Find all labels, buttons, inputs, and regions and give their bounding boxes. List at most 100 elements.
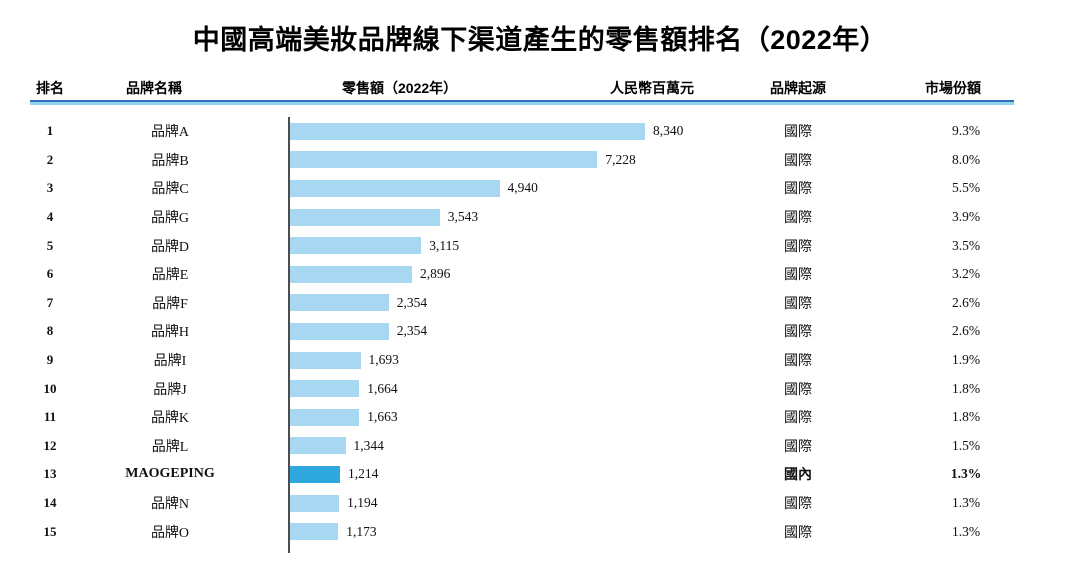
market-share-value: 8.0% [951, 151, 981, 167]
market-share-value: 1.3% [951, 495, 981, 511]
brand-name: 品牌B [151, 153, 189, 169]
retail-bar [288, 151, 598, 169]
retail-bar [288, 208, 440, 226]
brand-name: 品牌I [153, 354, 187, 370]
header-divider-light-line [30, 102, 1014, 105]
brand-name: MAOGEPING [125, 466, 215, 482]
brand-origin-value: 國際 [784, 153, 812, 169]
rank-value: 11 [43, 409, 57, 425]
retail-bar [288, 523, 339, 541]
bar-value-label: 1,344 [353, 437, 384, 453]
market-share-value: 1.8% [951, 409, 981, 425]
market-share-value: 1.5% [951, 437, 981, 453]
bar-cell: 2,354 [288, 317, 748, 346]
table-row: 2 品牌B 7,228 國際 8.0% [0, 146, 1016, 175]
market-share-value: 2.6% [951, 323, 981, 339]
brand-name: 品牌A [150, 125, 190, 141]
bar-cell: 1,693 [288, 346, 748, 375]
brand-origin-value: 國內 [784, 468, 812, 484]
brand-origin-value: 國際 [784, 211, 812, 227]
header-divider-dark-line [30, 100, 1014, 102]
bar-cell: 3,115 [288, 231, 748, 260]
market-share-value: 5.5% [951, 180, 981, 196]
bar-value-label: 7,228 [605, 151, 636, 167]
table-row: 14 品牌N 1,194 國際 1.3% [0, 489, 1016, 518]
brand-name: 品牌O [150, 525, 190, 541]
brand-name: 品牌E [151, 268, 189, 284]
rank-value: 10 [43, 380, 57, 396]
market-share-value: 3.5% [951, 237, 981, 253]
retail-bar [288, 494, 340, 512]
rank-value: 12 [43, 437, 57, 453]
bar-value-label: 1,663 [367, 409, 398, 425]
table-row: 8 品牌H 2,354 國際 2.6% [0, 317, 1016, 346]
bar-value-label: 1,194 [347, 495, 378, 511]
bar-cell: 1,214 [288, 460, 748, 489]
rank-value: 7 [46, 294, 54, 310]
bar-cell: 1,664 [288, 374, 748, 403]
page-title: 中國高端美妝品牌線下渠道產生的零售額排名（2022年） [192, 25, 888, 55]
rank-value: 1 [46, 123, 54, 139]
bar-cell: 7,228 [288, 146, 748, 175]
brand-origin-value: 國際 [784, 125, 812, 141]
bar-value-label: 2,354 [396, 323, 428, 339]
table-body: 1 品牌A 8,340 國際 9.3% 2 品牌B 7,228 國際 8.0% … [0, 117, 1016, 546]
bar-cell: 8,340 [288, 117, 748, 146]
table-row: 12 品牌L 1,344 國際 1.5% [0, 432, 1016, 461]
rank-value: 8 [46, 323, 54, 339]
header-chart-area: 零售額（2022年） 人民幣百萬元 [288, 76, 748, 100]
brand-origin-value: 國際 [784, 354, 812, 370]
header-retail-amount: 零售額（2022年） [342, 80, 458, 96]
table-row: 11 品牌K 1,663 國際 1.8% [0, 403, 1016, 432]
bar-cell: 1,344 [288, 432, 748, 461]
bar-value-label: 3,115 [429, 237, 460, 253]
header-currency-unit: 人民幣百萬元 [610, 80, 694, 96]
brand-name: 品牌D [150, 239, 190, 255]
brand-name: 品牌C [151, 182, 189, 198]
rank-value: 3 [46, 180, 54, 196]
table-row: 13 MAOGEPING 1,214 國內 1.3% [0, 460, 1016, 489]
retail-bar [288, 351, 361, 369]
brand-origin-value: 國際 [784, 382, 812, 398]
rank-value: 5 [46, 237, 54, 253]
brand-origin-value: 國際 [784, 182, 812, 198]
retail-bar [288, 265, 412, 283]
table-row: 9 品牌I 1,693 國際 1.9% [0, 346, 1016, 375]
table-row: 15 品牌O 1,173 國際 1.3% [0, 517, 1016, 546]
rank-value: 2 [46, 151, 54, 167]
bar-value-label: 1,664 [367, 380, 398, 396]
bar-cell: 2,354 [288, 289, 748, 318]
brand-name: 品牌G [150, 211, 190, 227]
brand-origin-value: 國際 [784, 497, 812, 513]
brand-origin-value: 國際 [784, 268, 812, 284]
bar-value-label: 1,173 [346, 523, 377, 539]
bar-cell: 1,663 [288, 403, 748, 432]
table-row: 4 品牌G 3,543 國際 3.9% [0, 203, 1016, 232]
table-row: 1 品牌A 8,340 國際 9.3% [0, 117, 1016, 146]
bar-cell: 1,173 [288, 517, 748, 546]
table-row: 6 品牌E 2,896 國際 3.2% [0, 260, 1016, 289]
header-brand-origin: 品牌起源 [770, 80, 826, 96]
header-market-share: 市場份額 [925, 80, 981, 96]
market-share-value: 3.2% [951, 266, 981, 282]
header-brand-name: 品牌名稱 [126, 80, 182, 96]
retail-bar [288, 122, 645, 140]
bar-value-label: 4,940 [507, 180, 538, 196]
retail-bar [288, 322, 389, 340]
market-share-value: 1.8% [951, 380, 981, 396]
market-share-value: 1.3% [951, 523, 981, 539]
brand-origin-value: 國際 [784, 239, 812, 255]
table-row: 3 品牌C 4,940 國際 5.5% [0, 174, 1016, 203]
bar-cell: 1,194 [288, 489, 748, 518]
retail-bar [288, 237, 422, 255]
bar-value-label: 2,896 [420, 266, 451, 282]
bar-chart-axis-line [288, 117, 290, 553]
rank-value: 14 [43, 495, 57, 511]
table-row: 5 品牌D 3,115 國際 3.5% [0, 231, 1016, 260]
brand-name: 品牌L [151, 439, 189, 455]
rank-value: 9 [46, 352, 54, 368]
bar-value-label: 2,354 [396, 294, 428, 310]
brand-name: 品牌F [152, 296, 188, 312]
market-share-value: 2.6% [951, 294, 981, 310]
